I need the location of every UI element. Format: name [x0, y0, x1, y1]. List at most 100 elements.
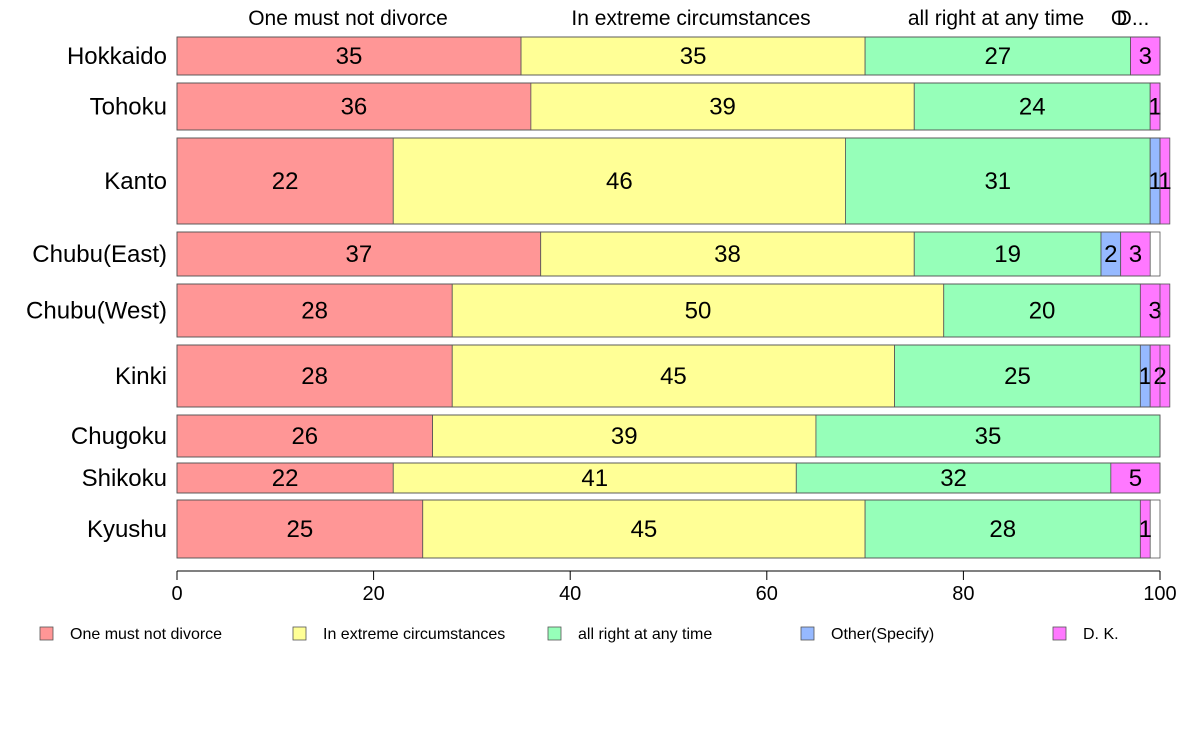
bar-row: 37 38 19 2 3: [176, 231, 1161, 277]
legend: One must not divorce In extreme circumsta…: [39, 626, 1119, 643]
region-label: Kyushu: [87, 516, 167, 543]
data-label: 1: [1139, 363, 1152, 390]
data-label: 32: [940, 465, 967, 492]
data-label: 24: [1019, 94, 1046, 121]
x-tick-label: 100: [1143, 583, 1176, 605]
bar-row: 28 45 25 1 2: [176, 344, 1171, 408]
region-label: Kanto: [104, 168, 167, 195]
data-label: 20: [1029, 298, 1056, 325]
legend-swatch: [547, 626, 562, 641]
data-label: 45: [631, 516, 658, 543]
data-label: 46: [606, 168, 633, 195]
bar-row: 22 41 32 5: [176, 462, 1161, 494]
data-label: 1: [1148, 94, 1161, 121]
legend-item: In extreme circumstances: [292, 626, 505, 643]
region-label: Hokkaido: [67, 43, 167, 70]
data-label: 39: [611, 423, 638, 450]
bar-segment: [451, 283, 945, 338]
legend-swatch: [1052, 626, 1067, 641]
legend-label: In extreme circumstances: [323, 626, 505, 643]
bar-frame: [176, 499, 1161, 559]
legend-swatch: [292, 626, 307, 641]
bar-segment: [176, 283, 453, 338]
data-label: 35: [336, 43, 363, 70]
bar-frame: [176, 462, 1161, 494]
bar-segment: [894, 344, 1141, 408]
data-label: 1: [1139, 516, 1152, 543]
bar-segment: [913, 231, 1102, 277]
data-label: 22: [272, 465, 299, 492]
data-label: 28: [301, 298, 328, 325]
data-label: 38: [714, 241, 741, 268]
region-labels: Hokkaido Tohoku Kanto Chubu(East) Chubu(West…: [26, 43, 167, 543]
data-label: 25: [1004, 363, 1031, 390]
region-label: Kinki: [115, 363, 167, 390]
bar-frame: [176, 231, 1161, 277]
bar-segment: [540, 231, 915, 277]
legend-swatch: [39, 626, 54, 641]
data-label: 2: [1104, 241, 1117, 268]
region-label: Chubu(East): [32, 241, 167, 268]
top-category-labels: One must not divorce In extreme circumsta…: [248, 7, 1149, 30]
x-tick-label: 40: [559, 583, 581, 605]
bar-frame: [176, 137, 1161, 225]
bar-segment: [176, 499, 424, 559]
region-label: Chugoku: [71, 423, 167, 450]
bar-segment: [176, 344, 453, 408]
top-category-label: One must not divorce: [248, 7, 448, 30]
x-tick-label: 80: [952, 583, 974, 605]
data-label: 5: [1129, 465, 1142, 492]
data-label: 22: [272, 168, 299, 195]
data-label: 37: [346, 241, 373, 268]
bar-segment: [815, 414, 1161, 458]
data-label: 28: [989, 516, 1016, 543]
data-label: 25: [287, 516, 314, 543]
data-label: 19: [994, 241, 1021, 268]
legend-swatch: [800, 626, 815, 641]
data-label: 45: [660, 363, 687, 390]
data-label: 35: [680, 43, 707, 70]
bar-segment: [176, 137, 394, 225]
bar-segment: [943, 283, 1141, 338]
x-tick-label: 60: [756, 583, 778, 605]
data-label: 50: [685, 298, 712, 325]
top-category-label: O: [1111, 7, 1127, 30]
bar-frame: [176, 344, 1161, 408]
legend-item: D. K.: [1052, 626, 1119, 643]
data-label: 36: [341, 94, 368, 121]
region-label: Chubu(West): [26, 298, 167, 325]
legend-item: all right at any time: [547, 626, 712, 643]
top-category-label: all right at any time: [908, 7, 1084, 30]
bar-segment: [176, 231, 542, 277]
bar-segment: [795, 462, 1112, 494]
data-label: 41: [581, 465, 608, 492]
bar-row: 22 46 31 11: [176, 137, 1172, 225]
data-label: 26: [291, 423, 318, 450]
data-label: 1: [1158, 168, 1171, 195]
legend-label: D. K.: [1083, 626, 1119, 643]
legend-label: Other(Specify): [831, 626, 934, 643]
region-label: Shikoku: [82, 465, 167, 492]
data-label: 27: [984, 43, 1011, 70]
x-axis: 0 20 40 60 80 100: [171, 570, 1177, 605]
bar-row: 26 39 35: [176, 414, 1161, 458]
top-category-label: In extreme circumstances: [571, 7, 810, 30]
data-label: 39: [709, 94, 736, 121]
bar-row: 25 45 28 1: [176, 499, 1161, 559]
bar-segment: [913, 82, 1151, 131]
legend-label: all right at any time: [578, 626, 712, 643]
data-label: 3: [1139, 43, 1152, 70]
x-tick-label: 0: [171, 583, 182, 605]
data-label: 1: [1148, 168, 1161, 195]
bar-row: 36 39 24 1: [176, 82, 1162, 131]
data-label: 31: [984, 168, 1011, 195]
x-tick-label: 20: [362, 583, 384, 605]
bar-segment: [422, 499, 866, 559]
bar-frame: [176, 414, 1161, 458]
region-label: Tohoku: [90, 94, 167, 121]
bar-row: 35 35 27 3: [176, 36, 1161, 76]
legend-label: One must not divorce: [70, 626, 222, 643]
data-label: 3: [1148, 298, 1161, 325]
